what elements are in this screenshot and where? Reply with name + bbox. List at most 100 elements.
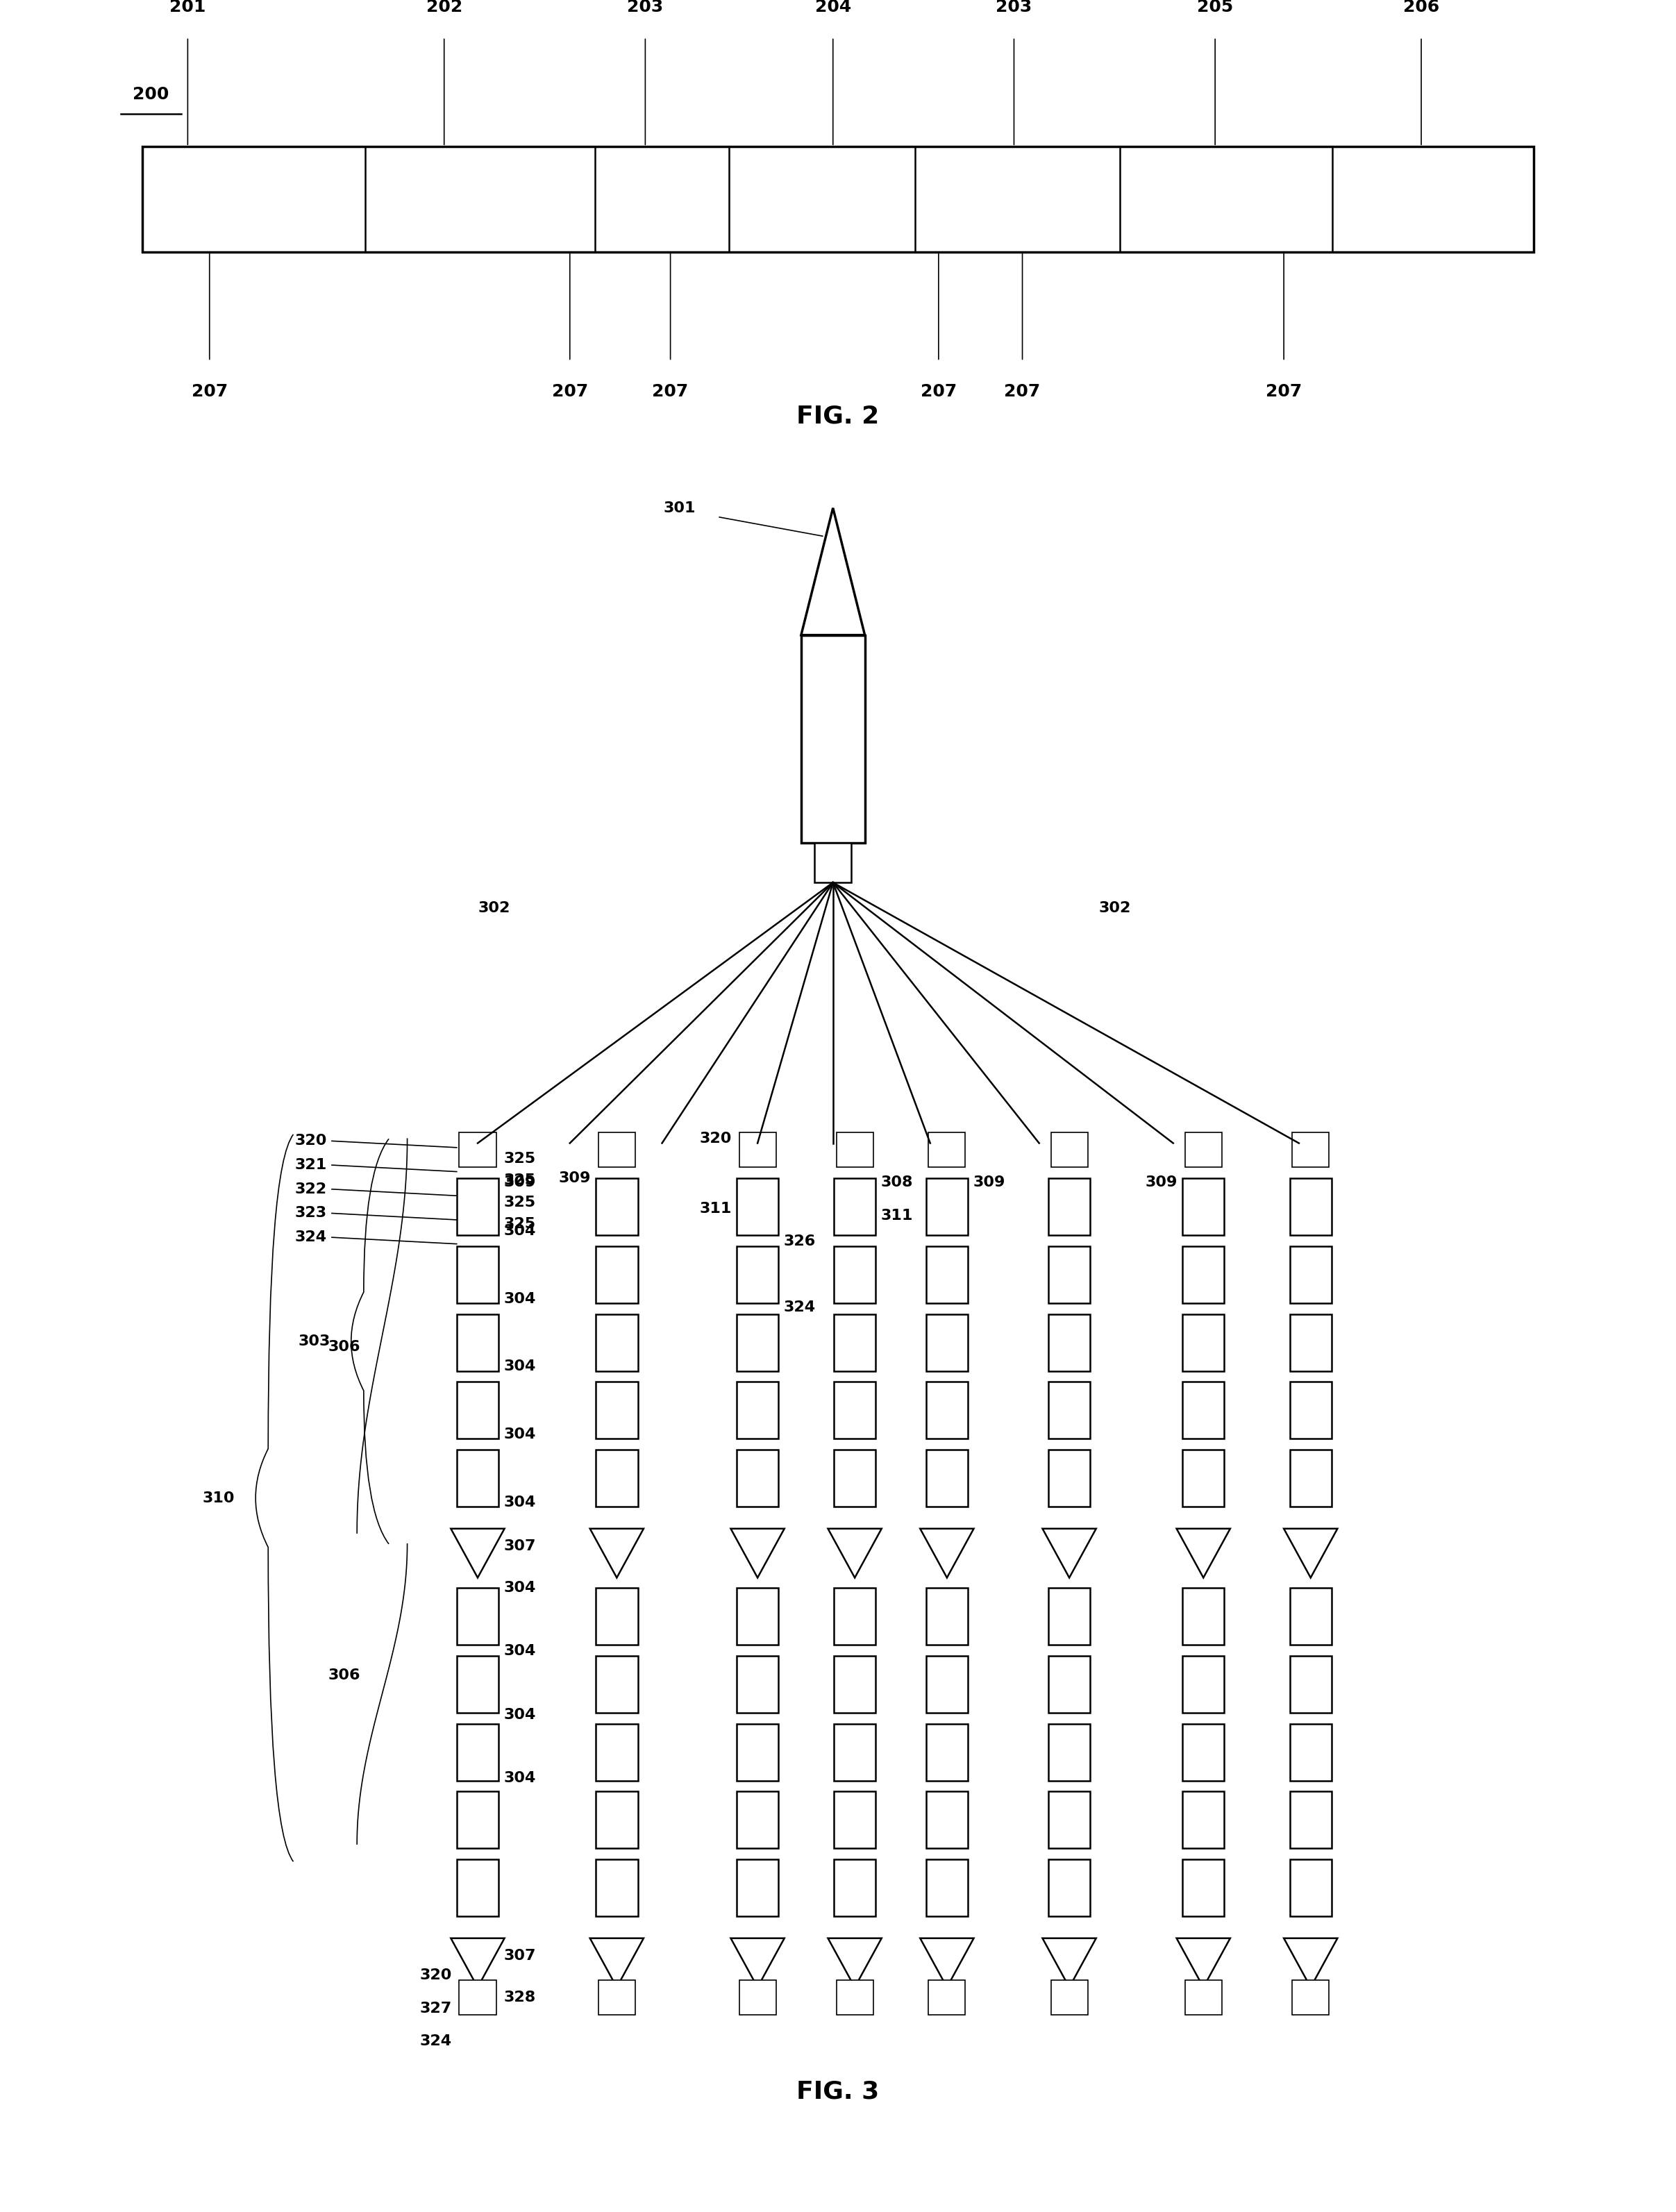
Polygon shape xyxy=(920,1938,974,1986)
Bar xyxy=(598,1133,635,1168)
Bar xyxy=(595,1449,637,1506)
Bar xyxy=(736,1792,778,1849)
Text: 322: 322 xyxy=(295,1181,327,1197)
Text: 304: 304 xyxy=(503,1772,536,1785)
Bar xyxy=(1049,1245,1091,1303)
Bar xyxy=(925,1382,969,1438)
Bar xyxy=(456,1314,499,1371)
Bar xyxy=(836,1980,873,2015)
Text: 324: 324 xyxy=(784,1301,816,1314)
Bar xyxy=(595,1245,637,1303)
Bar xyxy=(595,1314,637,1371)
Text: 328: 328 xyxy=(503,1991,536,2004)
Bar xyxy=(456,1657,499,1712)
Bar xyxy=(833,1245,875,1303)
Bar xyxy=(736,1588,778,1646)
Text: 309: 309 xyxy=(1145,1175,1177,1190)
Bar xyxy=(1049,1860,1091,1916)
Bar xyxy=(1291,1723,1332,1781)
Bar xyxy=(925,1792,969,1849)
Bar xyxy=(1291,1860,1332,1916)
Bar xyxy=(1049,1588,1091,1646)
Text: 205: 205 xyxy=(1197,0,1234,15)
Bar xyxy=(1292,1133,1329,1168)
Polygon shape xyxy=(451,1938,504,1986)
Text: 320: 320 xyxy=(295,1135,327,1148)
Text: 302: 302 xyxy=(1098,902,1131,916)
Bar xyxy=(595,1723,637,1781)
Polygon shape xyxy=(828,1528,882,1577)
Text: 202: 202 xyxy=(426,0,463,15)
Bar xyxy=(925,1449,969,1506)
Bar xyxy=(1051,1980,1088,2015)
Text: 311: 311 xyxy=(882,1208,913,1223)
Bar xyxy=(1183,1245,1223,1303)
Text: 207: 207 xyxy=(1004,383,1041,400)
Text: 302: 302 xyxy=(478,902,511,916)
Bar xyxy=(925,1860,969,1916)
Polygon shape xyxy=(801,509,865,635)
Bar xyxy=(459,1980,496,2015)
Bar xyxy=(1183,1588,1223,1646)
Text: 323: 323 xyxy=(295,1206,327,1221)
Text: 327: 327 xyxy=(419,2002,451,2015)
Bar xyxy=(736,1860,778,1916)
Bar xyxy=(1185,1133,1222,1168)
Bar xyxy=(925,1245,969,1303)
Text: 203: 203 xyxy=(996,0,1032,15)
Polygon shape xyxy=(1284,1938,1337,1986)
Text: 301: 301 xyxy=(664,502,696,515)
Text: 204: 204 xyxy=(815,0,851,15)
Bar xyxy=(1049,1449,1091,1506)
Polygon shape xyxy=(451,1528,504,1577)
Bar xyxy=(595,1179,637,1234)
Polygon shape xyxy=(828,1938,882,1986)
Bar xyxy=(142,146,1534,252)
Text: 308: 308 xyxy=(882,1175,913,1190)
Bar xyxy=(815,843,851,883)
Bar xyxy=(736,1449,778,1506)
Bar xyxy=(833,1657,875,1712)
Bar xyxy=(1049,1723,1091,1781)
Text: 324: 324 xyxy=(295,1230,327,1245)
Bar xyxy=(1183,1179,1223,1234)
Polygon shape xyxy=(1042,1938,1096,1986)
Text: 207: 207 xyxy=(652,383,689,400)
Bar xyxy=(739,1980,776,2015)
Text: 304: 304 xyxy=(503,1708,536,1721)
Text: 325: 325 xyxy=(503,1217,536,1232)
Bar xyxy=(1183,1860,1223,1916)
Text: 203: 203 xyxy=(627,0,664,15)
Polygon shape xyxy=(731,1528,784,1577)
Polygon shape xyxy=(1042,1528,1096,1577)
Bar xyxy=(736,1245,778,1303)
Bar xyxy=(456,1179,499,1234)
Polygon shape xyxy=(1177,1528,1230,1577)
Bar xyxy=(595,1860,637,1916)
Text: 206: 206 xyxy=(1403,0,1440,15)
Bar xyxy=(1291,1792,1332,1849)
Text: 303: 303 xyxy=(298,1334,330,1349)
Text: 304: 304 xyxy=(503,1495,536,1509)
Bar xyxy=(595,1588,637,1646)
Bar xyxy=(456,1382,499,1438)
Polygon shape xyxy=(920,1528,974,1577)
Bar xyxy=(1049,1382,1091,1438)
Bar xyxy=(833,1588,875,1646)
Bar xyxy=(925,1723,969,1781)
Bar xyxy=(736,1382,778,1438)
Text: 207: 207 xyxy=(1265,383,1302,400)
Text: 304: 304 xyxy=(503,1223,536,1239)
Bar xyxy=(1049,1657,1091,1712)
Bar xyxy=(929,1133,965,1168)
Bar xyxy=(833,1723,875,1781)
Bar xyxy=(1049,1792,1091,1849)
Bar xyxy=(1183,1657,1223,1712)
Bar xyxy=(456,1449,499,1506)
Polygon shape xyxy=(731,1938,784,1986)
Bar xyxy=(1291,1449,1332,1506)
Bar xyxy=(1291,1314,1332,1371)
Polygon shape xyxy=(590,1528,644,1577)
Bar xyxy=(1291,1245,1332,1303)
Bar xyxy=(801,635,865,843)
